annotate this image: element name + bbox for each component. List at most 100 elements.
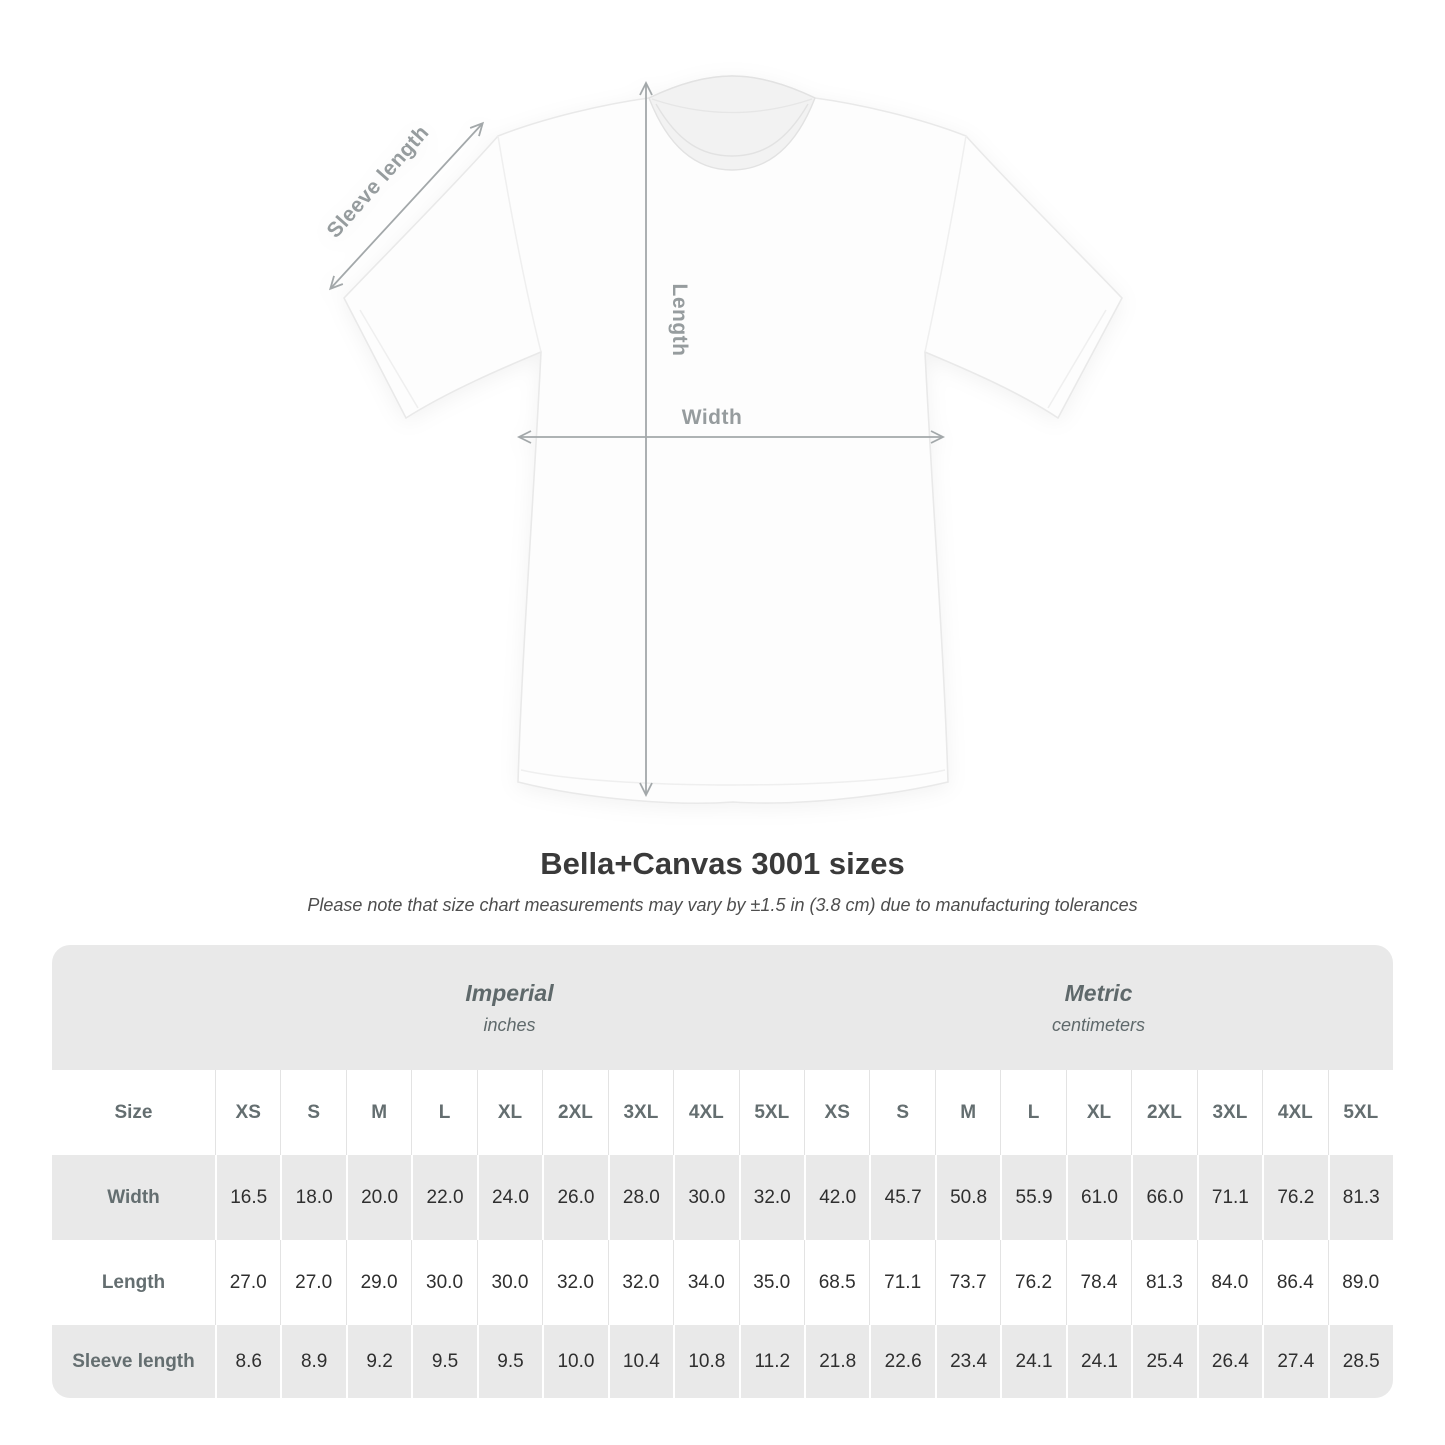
size-corner-label: Size [114,1101,153,1123]
table-cell: 2XL [542,1070,607,1155]
table-cell: 18.0 [280,1155,345,1240]
imperial-title: Imperial [465,979,554,1006]
table-cell: 73.7 [934,1240,1000,1325]
table-cell: 32.0 [607,1240,673,1325]
sleeve-length-arrow [328,121,485,291]
row-label-sleeve-length: Sleeve length [72,1350,195,1372]
table-cell: 20.0 [345,1155,411,1240]
imperial-header: Imperial inches [215,945,804,1070]
table-cell: 32.0 [542,1240,607,1325]
table-cell: 9.5 [476,1325,542,1398]
table-cell: 24.1 [1065,1325,1131,1398]
length-label: Length [668,284,691,357]
table-cell: 32.0 [738,1155,804,1240]
size-table: Imperial inches Metric centimeters Size … [52,945,1393,1398]
table-cell: 23.4 [934,1325,1000,1398]
table-cell: M [934,1070,1000,1155]
table-cell: 10.8 [673,1325,738,1398]
metric-header: Metric centimeters [804,945,1393,1070]
table-cell: 5XL [1327,1070,1393,1155]
table-cell: 24.1 [1000,1325,1065,1398]
band-corner-spacer [52,945,215,1070]
table-cell: 10.4 [607,1325,673,1398]
table-cell: 8.9 [280,1325,345,1398]
table-cell: 68.5 [803,1240,869,1325]
table-cell: 27.0 [215,1240,280,1325]
table-cell: 29.0 [345,1240,411,1325]
table-cell: XL [476,1070,542,1155]
table-cell: 76.2 [1000,1240,1065,1325]
table-cell: 30.0 [411,1240,476,1325]
table-cell: 50.8 [934,1155,1000,1240]
table-cell: 66.0 [1131,1155,1196,1240]
table-cell: 30.0 [673,1155,738,1240]
left-cuff-line [359,309,419,409]
table-cell: 16.5 [215,1155,280,1240]
table-cell: 42.0 [803,1155,869,1240]
table-cell: 81.3 [1131,1240,1196,1325]
table-cell: 71.1 [1196,1155,1262,1240]
table-cell: 26.0 [542,1155,607,1240]
table-cell: S [869,1070,934,1155]
table-cell: XS [215,1070,280,1155]
table-cell: 24.0 [476,1155,542,1240]
table-cell: 9.2 [345,1325,411,1398]
table-cell: 11.2 [738,1325,804,1398]
table-cell: 81.3 [1327,1155,1393,1240]
table-cell: 2XL [1131,1070,1196,1155]
table-cell: 9.5 [411,1325,476,1398]
right-armhole-seam [924,135,967,353]
table-cell: S [280,1070,345,1155]
table-cell: 35.0 [738,1240,804,1325]
table-cell: 71.1 [869,1240,934,1325]
table-cell: 78.4 [1065,1240,1131,1325]
row-label-width: Width [107,1186,160,1208]
table-cell: 89.0 [1327,1240,1393,1325]
size-chart-note: Please note that size chart measurements… [307,895,1138,915]
width-label: Width [682,406,743,429]
table-cell: 27.4 [1262,1325,1327,1398]
table-cell: L [1000,1070,1065,1155]
table-cell: 22.0 [411,1155,476,1240]
table-cell: 4XL [673,1070,738,1155]
size-chart-title: Bella+Canvas 3001 sizes [540,846,905,881]
table-cell: 8.6 [215,1325,280,1398]
row-label-length: Length [101,1271,166,1293]
collar-band-line [655,103,809,157]
table-cell: 55.9 [1000,1155,1065,1240]
imperial-unit: inches [483,1014,536,1035]
table-cell: XS [803,1070,869,1155]
table-cell: 27.0 [280,1240,345,1325]
bottom-hem-line [520,769,946,786]
collar-opening [648,75,816,171]
table-cell: 25.4 [1131,1325,1196,1398]
metric-unit: centimeters [1051,1014,1146,1035]
right-cuff-line [1047,309,1107,409]
table-cell: 34.0 [673,1240,738,1325]
collar-back-line [651,98,813,114]
table-cell: 86.4 [1262,1240,1327,1325]
table-cell: 28.5 [1327,1325,1393,1398]
table-cell: 22.6 [869,1325,934,1398]
size-header-row: Size XS S M L XL 2XL 3XL 4XL 5XL XS S M L XL 2XL 3XL 4XL… [52,1070,1393,1155]
table-cell: XL [1065,1070,1131,1155]
table-cell: 4XL [1262,1070,1327,1155]
table-row-length: Length 27.0 27.0 29.0 30.0 30.0 32.0 32.0 34.0 3… [52,1240,1393,1325]
table-cell: 3XL [607,1070,673,1155]
tshirt-measurement-diagram: Sleeve length Length Width [323,75,1123,804]
unit-header-band: Imperial inches Metric centimeters [52,945,1393,1070]
table-cell: 61.0 [1065,1155,1131,1240]
table-cell: 84.0 [1196,1240,1262,1325]
table-cell: 45.7 [869,1155,934,1240]
table-cell: L [411,1070,476,1155]
table-cell: 21.8 [803,1325,869,1398]
tshirt-outline [343,75,1123,804]
table-cell: 76.2 [1262,1155,1327,1240]
left-armhole-seam [497,135,542,353]
table-cell: 10.0 [542,1325,607,1398]
table-cell: 5XL [738,1070,804,1155]
metric-title: Metric [1064,979,1133,1006]
table-cell: 30.0 [476,1240,542,1325]
table-cell: M [345,1070,411,1155]
table-cell: 28.0 [607,1155,673,1240]
